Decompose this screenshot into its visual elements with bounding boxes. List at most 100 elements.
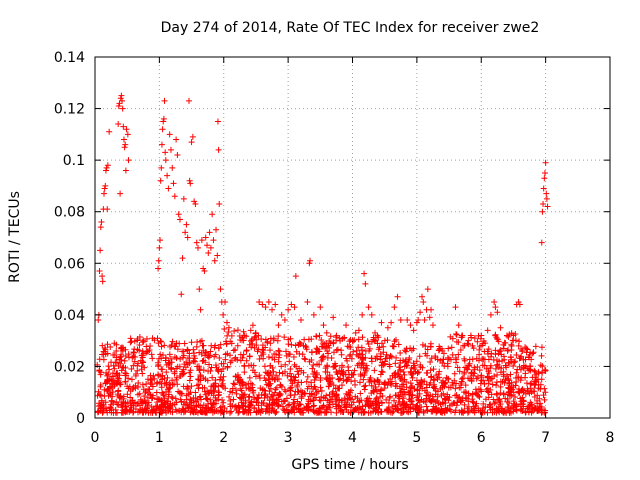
data-point — [273, 351, 280, 358]
data-point — [452, 385, 459, 392]
data-point — [95, 388, 102, 395]
data-point — [485, 377, 492, 384]
data-point — [368, 382, 375, 389]
data-point — [163, 388, 170, 395]
data-point — [99, 273, 106, 280]
data-point — [427, 367, 434, 374]
data-point — [409, 374, 416, 381]
data-point — [158, 343, 165, 350]
data-point — [504, 398, 511, 405]
data-point — [509, 337, 516, 344]
data-point — [513, 378, 520, 385]
data-point — [275, 347, 282, 354]
data-point — [143, 387, 150, 394]
data-point — [275, 375, 282, 382]
data-point — [134, 337, 141, 344]
data-point — [303, 346, 310, 353]
data-point — [169, 338, 176, 345]
data-point — [159, 126, 166, 133]
data-point — [441, 395, 448, 402]
data-point — [466, 356, 473, 363]
x-tick-label: 6 — [477, 430, 486, 446]
data-point — [366, 378, 373, 385]
data-point — [510, 383, 517, 390]
data-point — [441, 380, 448, 387]
data-point — [154, 359, 161, 366]
data-point — [451, 370, 458, 377]
data-point — [336, 397, 343, 404]
data-point — [415, 317, 422, 324]
data-point — [504, 391, 511, 398]
data-point — [458, 334, 465, 341]
data-point — [407, 387, 414, 394]
data-point — [158, 141, 165, 148]
data-point — [98, 397, 105, 404]
data-point — [478, 342, 485, 349]
data-point — [96, 268, 103, 275]
data-point — [106, 407, 113, 414]
data-point — [123, 126, 130, 133]
data-point — [426, 397, 433, 404]
data-point — [95, 317, 102, 324]
data-point — [344, 376, 351, 383]
data-point — [481, 348, 488, 355]
data-point — [166, 359, 173, 366]
data-point — [346, 343, 353, 350]
data-point — [98, 219, 105, 226]
data-point — [226, 393, 233, 400]
data-point — [225, 324, 232, 331]
data-point — [430, 384, 437, 391]
data-point — [169, 402, 176, 409]
data-point — [220, 399, 227, 406]
data-point — [155, 355, 162, 362]
data-point — [355, 344, 362, 351]
data-point — [218, 368, 225, 375]
data-point — [372, 396, 379, 403]
data-point — [517, 400, 524, 407]
data-point — [519, 386, 526, 393]
data-point — [447, 384, 454, 391]
data-point — [372, 404, 379, 411]
data-point — [171, 193, 178, 200]
data-point — [324, 405, 331, 412]
data-point — [262, 377, 269, 384]
data-point — [211, 353, 218, 360]
data-point — [231, 381, 238, 388]
data-point — [100, 403, 107, 410]
data-point — [373, 353, 380, 360]
data-point — [488, 391, 495, 398]
data-point — [370, 408, 377, 415]
data-point — [413, 319, 420, 326]
data-point — [112, 359, 119, 366]
data-point — [154, 396, 161, 403]
data-point — [282, 397, 289, 404]
data-point — [363, 365, 370, 372]
data-point — [172, 406, 179, 413]
data-point — [157, 373, 164, 380]
data-point — [186, 369, 193, 376]
data-point — [467, 375, 474, 382]
data-point — [381, 360, 388, 367]
x-tick-label: 0 — [91, 430, 100, 446]
data-point — [371, 338, 378, 345]
data-point — [290, 404, 297, 411]
data-point — [316, 397, 323, 404]
data-point — [538, 352, 545, 359]
data-point — [281, 334, 288, 341]
data-point — [460, 342, 467, 349]
data-point — [393, 392, 400, 399]
data-point — [424, 369, 431, 376]
data-point — [494, 371, 501, 378]
data-point — [269, 364, 276, 371]
data-point — [159, 376, 166, 383]
data-point — [422, 343, 429, 350]
data-point — [230, 347, 237, 354]
data-point — [196, 394, 203, 401]
data-point — [453, 402, 460, 409]
data-point — [332, 360, 339, 367]
data-point — [190, 408, 197, 415]
data-point — [358, 347, 365, 354]
data-point — [193, 398, 200, 405]
data-point — [157, 338, 164, 345]
